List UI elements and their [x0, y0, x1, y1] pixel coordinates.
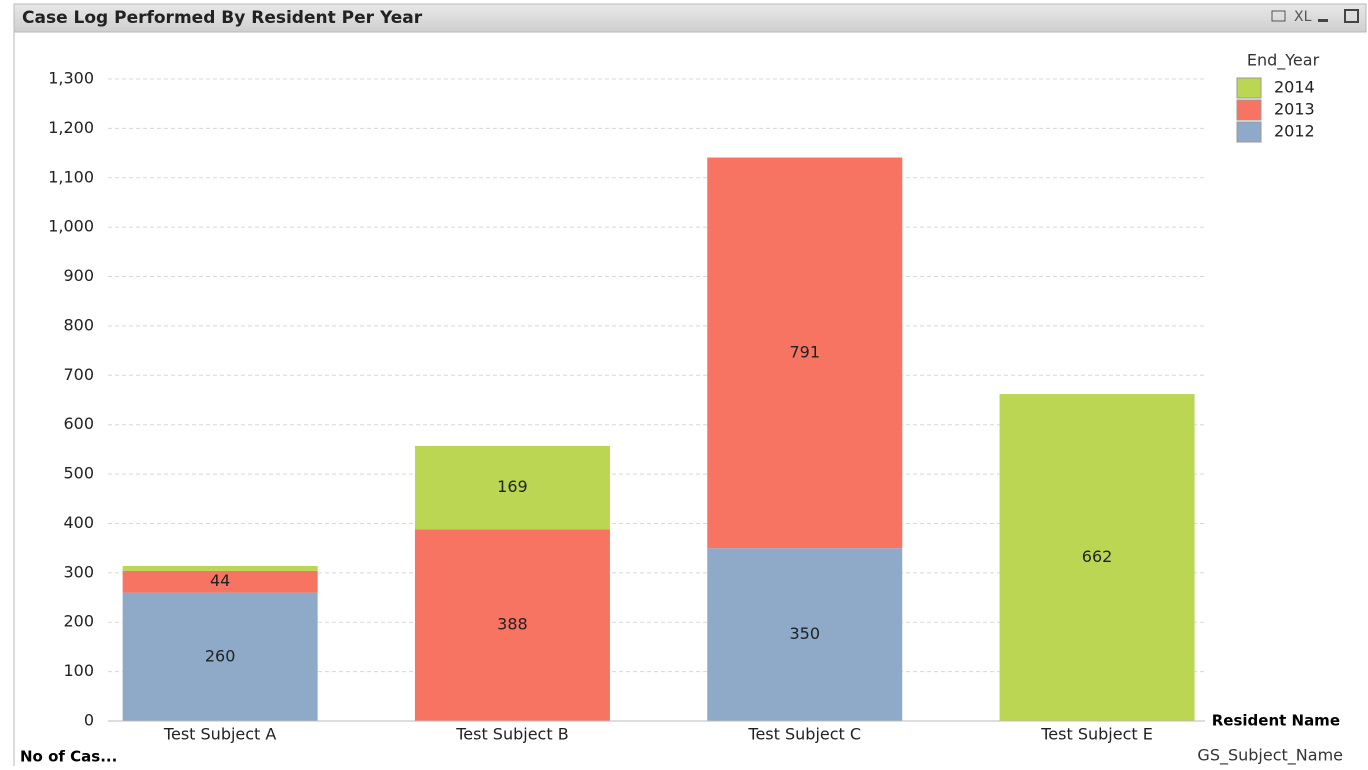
minimize-button[interactable]: [1318, 19, 1328, 22]
legend-swatch: [1236, 121, 1262, 143]
y-tick-label: 700: [63, 365, 94, 384]
legend-swatch: [1236, 77, 1262, 99]
y-tick-label: 1,200: [48, 118, 94, 137]
y-tick-label: 500: [63, 464, 94, 483]
x-axis-title: Resident Name: [1212, 712, 1340, 730]
y-axis-title: No of Cas...: [20, 748, 117, 766]
bar-segment: [414, 445, 610, 530]
data-label: 350: [789, 624, 820, 643]
y-tick-label: 200: [63, 612, 94, 631]
x-tick-label: Test Subject B: [455, 725, 568, 744]
data-label: 791: [789, 342, 820, 361]
y-tick-label: 1,300: [48, 69, 94, 88]
y-tick-label: 600: [63, 414, 94, 433]
data-label: 44: [210, 571, 230, 590]
x-tick-label: Test Subject C: [747, 725, 861, 744]
bar-segment: [707, 548, 903, 721]
data-label: 662: [1082, 547, 1113, 566]
y-tick-label: 800: [63, 315, 94, 334]
y-tick-label: 900: [63, 266, 94, 285]
maximize-button[interactable]: [1344, 9, 1359, 23]
y-tick-label: 400: [63, 513, 94, 532]
data-label: 169: [497, 477, 528, 496]
bar-segment: [122, 592, 318, 721]
legend-label: 2014: [1274, 78, 1315, 97]
data-label: 388: [497, 615, 528, 634]
print-icon[interactable]: [1271, 10, 1286, 22]
data-label: 260: [205, 646, 236, 665]
bar-segment: [122, 565, 318, 571]
y-tick-label: 300: [63, 562, 94, 581]
y-tick-label: 1,000: [48, 217, 94, 236]
bar-segment: [999, 394, 1195, 721]
legend-label: 2013: [1274, 100, 1315, 119]
y-tick-label: 1,100: [48, 167, 94, 186]
chart-title: Case Log Performed By Resident Per Year: [22, 8, 423, 28]
legend-label: 2012: [1274, 122, 1315, 141]
bar-segment: [122, 570, 318, 593]
y-tick-label: 0: [84, 711, 94, 730]
title-bar: [13, 3, 1367, 33]
legend-title: End_Year: [1247, 51, 1320, 71]
x-tick-label: Test Subject E: [1040, 725, 1153, 744]
bar-segment: [414, 529, 610, 721]
bar-segment: [707, 157, 903, 549]
xl-button[interactable]: XL: [1294, 9, 1312, 25]
y-tick-label: 100: [63, 661, 94, 680]
dimension-label: GS_Subject_Name: [1197, 746, 1343, 766]
legend-swatch: [1236, 99, 1262, 121]
x-tick-label: Test Subject A: [163, 725, 276, 744]
